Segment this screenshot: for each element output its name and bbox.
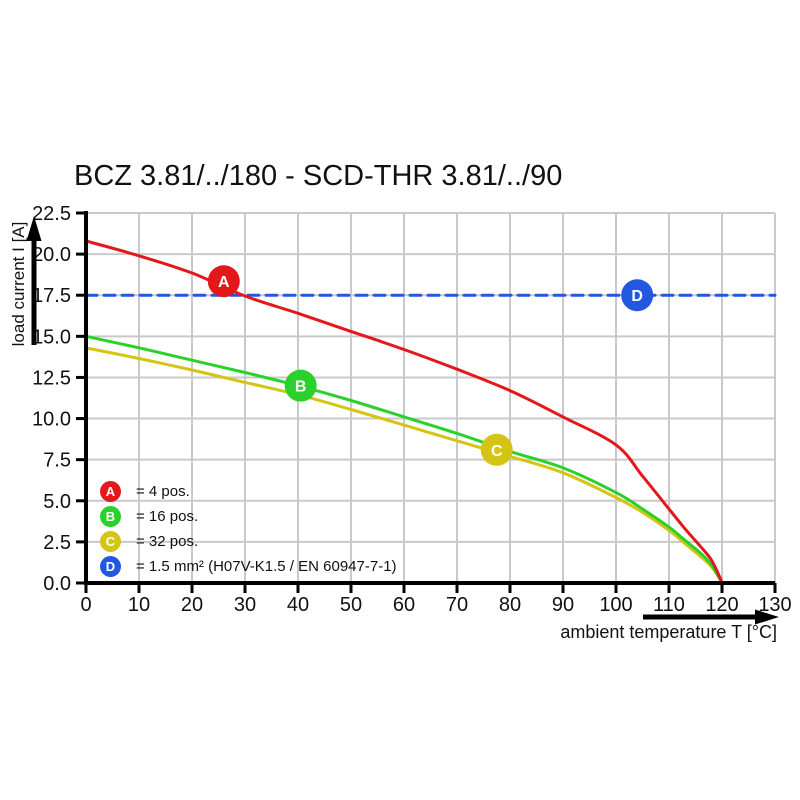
y-tick-label: 10.0 [32, 409, 71, 431]
marker-letter-a: A [218, 274, 230, 291]
legend-marker-b-icon: B [100, 506, 121, 527]
legend-label-d: = 1.5 mm² (H07V-K1.5 / EN 60947-7-1) [136, 558, 397, 575]
marker-letter-d: D [631, 288, 643, 305]
x-tick-label: 40 [287, 594, 309, 616]
legend-item-b: B = 16 pos. [100, 504, 397, 529]
x-axis-arrow-head [755, 609, 779, 625]
legend-item-c: C = 32 pos. [100, 529, 397, 554]
x-tick-label: 60 [393, 594, 415, 616]
legend-item-a: A = 4 pos. [100, 479, 397, 504]
marker-c: C [480, 433, 513, 466]
legend-marker-c-icon: C [100, 531, 121, 552]
curve-a [84, 239, 724, 585]
x-tick-label: 20 [181, 594, 203, 616]
y-tick-label: 5.0 [43, 491, 71, 513]
marker-letter-b: B [295, 379, 307, 396]
marker-circle-c [480, 433, 513, 466]
x-tick-label: 90 [552, 594, 574, 616]
x-tick-label: 80 [499, 594, 521, 616]
y-axis-arrow-head [26, 216, 42, 241]
x-tick-label: 10 [128, 594, 150, 616]
marker-circle-d [621, 279, 654, 312]
y-tick-label: 7.5 [43, 450, 71, 472]
marker-d: D [621, 279, 654, 312]
x-tick-label: 130 [758, 594, 791, 616]
x-axis-label: ambient temperature T [°C] [560, 622, 777, 642]
y-tick-label: 12.5 [32, 367, 71, 389]
x-tick-label: 120 [705, 594, 738, 616]
curve-b [84, 334, 724, 585]
x-tick-label: 70 [446, 594, 468, 616]
x-tick-label: 110 [653, 594, 685, 616]
x-tick-label: 30 [234, 594, 256, 616]
x-tick-label: 100 [599, 594, 632, 616]
legend-item-d: D = 1.5 mm² (H07V-K1.5 / EN 60947-7-1) [100, 554, 397, 579]
legend-label-c: = 32 pos. [136, 533, 199, 550]
marker-a: A [207, 265, 240, 298]
chart-title: BCZ 3.81/../180 - SCD-THR 3.81/../90 [74, 160, 563, 192]
marker-circle-a [207, 265, 240, 298]
x-tick-label: 50 [340, 594, 362, 616]
legend-label-a: = 4 pos. [136, 483, 190, 500]
curve-c [84, 346, 724, 585]
y-tick-label: 2.5 [43, 532, 71, 554]
y-tick-label: 15.0 [32, 326, 71, 348]
x-tick-label: 0 [80, 594, 91, 616]
y-tick-label: 22.5 [32, 203, 71, 225]
y-tick-label: 0.0 [43, 573, 71, 595]
legend-marker-a-icon: A [100, 481, 121, 502]
marker-letter-c: C [491, 443, 503, 460]
legend-marker-d-icon: D [100, 556, 121, 577]
legend-label-b: = 16 pos. [136, 508, 199, 525]
y-tick-label: 20.0 [32, 244, 71, 266]
marker-circle-b [284, 369, 317, 402]
marker-b: B [284, 369, 317, 402]
y-tick-label: 17.5 [32, 285, 71, 307]
chart-legend: A = 4 pos. B = 16 pos. C = 32 pos. D = 1… [100, 479, 397, 579]
